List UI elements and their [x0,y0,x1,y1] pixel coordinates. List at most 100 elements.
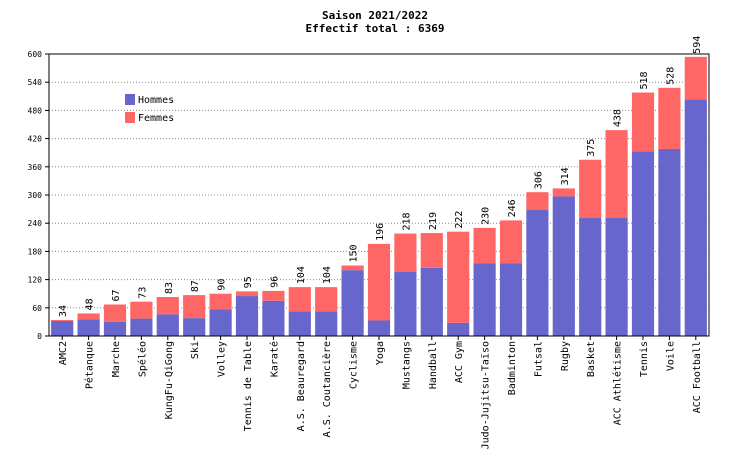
total-label: 219 [428,212,439,230]
bar-femmes [315,287,338,312]
y-tick-label: 120 [28,276,43,285]
total-label: 518 [639,71,650,89]
category-label: Basket [586,341,597,377]
plot-frame [48,53,710,337]
chart-subtitle: Effectif total : 6369 [305,22,445,35]
total-label: 90 [217,279,228,291]
bar-femmes [183,295,206,319]
category-label: Badminton [507,341,518,395]
bar-hommes [605,218,628,336]
chart-title: Saison 2021/2022 [322,9,428,22]
y-tick-label: 600 [28,50,43,59]
bar-hommes [183,318,206,336]
total-label: 306 [533,171,544,189]
category-label: A.S. Beauregard [296,341,307,431]
bar-femmes [209,293,232,310]
category-label: Mustangs [401,341,412,389]
total-label: 87 [190,280,201,292]
bar-hommes [341,270,364,336]
bar-hommes [262,300,285,336]
bar-hommes [103,321,127,336]
bar-femmes [51,320,74,321]
bar-femmes [341,265,364,271]
category-label: Tennis [639,341,650,377]
total-label: 83 [164,282,175,294]
y-tick-label: 60 [32,304,42,313]
total-label: 95 [243,276,254,288]
category-label: ACC Football [692,341,703,413]
bar-femmes [235,291,259,297]
total-label: 104 [322,266,333,284]
legend-swatch [125,112,135,123]
bar-hommes [420,267,443,336]
total-label: 73 [137,287,148,299]
y-tick-label: 0 [37,332,42,341]
y-tick-label: 180 [28,247,43,256]
bar-femmes [579,159,602,219]
legend-label: Hommes [138,95,174,106]
category-label: A.S. Coutancière [321,341,333,437]
bar-hommes [447,322,470,336]
category-label: Rugby [560,341,571,371]
bar-hommes [499,263,523,336]
bar-hommes [631,151,655,336]
total-label: 230 [481,207,492,225]
y-tick-label: 240 [28,219,43,228]
bar-hommes [156,314,179,336]
total-label: 104 [296,266,307,284]
total-label: 528 [665,67,676,85]
category-label: Ski [190,341,201,359]
category-label: Judo-Jujitsu-Taïso [481,341,492,449]
category-label: Cyclisme [349,341,360,389]
bar-femmes [631,92,655,152]
bar-hommes [526,210,549,336]
bar-hommes [394,271,417,336]
category-label: KungFu-QiGong [164,341,175,419]
bar-hommes [315,311,338,336]
bar-hommes [367,320,391,336]
bar-hommes [288,311,311,336]
bar-hommes [51,320,74,336]
bar-femmes [77,313,100,320]
bar-hommes [209,309,232,336]
total-label: 594 [692,36,703,54]
y-tick-label: 300 [28,191,43,200]
category-label: Karaté [268,341,280,377]
total-label: 438 [613,109,624,127]
bar-femmes [103,304,127,322]
bar-femmes [552,188,575,197]
category-label: Futsal [533,341,544,377]
bar-femmes [605,130,628,219]
total-label: 34 [58,305,69,317]
category-label: Tennis de Table [243,341,254,431]
bar-femmes [367,243,391,321]
bar-hommes [130,318,153,336]
y-tick-label: 420 [28,135,43,144]
category-label: Spéléo [136,341,148,377]
bar-hommes [684,99,707,336]
category-label: Voile [665,341,676,371]
bar-femmes [526,192,549,211]
bar-femmes [473,227,496,264]
bar-hommes [552,196,575,336]
bar-femmes [130,301,153,319]
y-tick-label: 360 [28,163,43,172]
category-label: ACC Athlétisme [612,341,624,425]
total-label: 222 [454,211,465,229]
y-tick-label: 480 [28,106,43,115]
bar-femmes [684,56,707,100]
bar-femmes [420,233,443,268]
bar-femmes [288,287,311,312]
bar-hommes [658,148,681,336]
bar-hommes [235,296,259,336]
category-label: Yoga [375,341,386,365]
total-label: 246 [507,199,518,217]
bar-hommes [473,263,496,336]
legend-swatch [125,94,135,105]
category-label: ACC Gym [454,341,465,383]
total-label: 150 [349,244,360,262]
total-label: 96 [269,276,280,288]
legend-label: Femmes [138,113,174,124]
category-label: Pétanque [84,341,96,389]
